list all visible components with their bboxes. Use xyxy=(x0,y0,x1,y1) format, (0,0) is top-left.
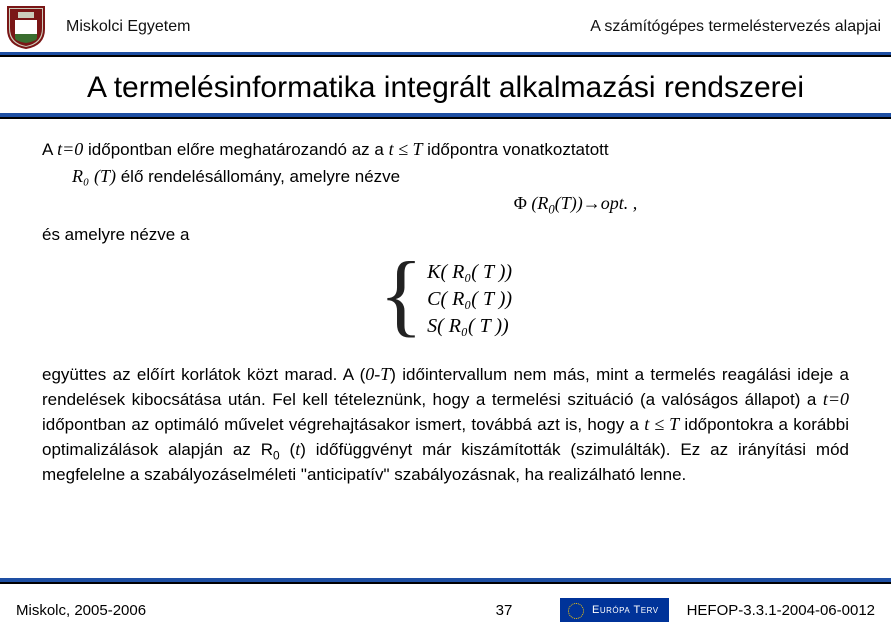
header-left-text: Miskolci Egyetem xyxy=(66,18,590,36)
math-t-le-T: t ≤ T xyxy=(389,139,423,159)
math-T: (T) xyxy=(94,166,116,186)
page-number: 37 xyxy=(474,602,534,619)
header-rule xyxy=(0,52,891,57)
math-t-le-T-b: t ≤ T xyxy=(644,414,679,434)
text: együttes az előírt korlátok közt marad. … xyxy=(42,365,365,384)
text: A xyxy=(42,140,57,159)
footer-right: HEFOP-3.3.1-2004-06-0012 xyxy=(687,602,875,619)
header-right-text: A számítógépes termeléstervezés alapjai xyxy=(590,18,881,36)
paragraph-1b: R₀ (T) élő rendelésállomány, amelyre néz… xyxy=(42,164,849,189)
eu-flag-icon xyxy=(564,602,586,618)
university-crest-icon xyxy=(6,5,46,49)
text: R₀ xyxy=(72,166,89,186)
footer-rule xyxy=(0,578,891,584)
slide-body: A t=0 időpontban előre meghatározandó az… xyxy=(0,137,891,487)
text: időpontban előre meghatározandó az a xyxy=(83,140,388,159)
math-t0: t=0 xyxy=(57,139,83,159)
paragraph-1: A t=0 időpontban előre meghatározandó az… xyxy=(42,137,849,162)
brace-row-K: K( R₀( T )) xyxy=(427,259,512,286)
eu-label: Európa Terv xyxy=(592,604,659,616)
title-rule xyxy=(0,113,891,119)
sub-zero: 0 xyxy=(273,449,280,463)
text: ( xyxy=(280,440,296,459)
left-brace-icon: { xyxy=(379,255,423,336)
brace-row-C: C( R₀( T )) xyxy=(427,286,512,313)
math-R0: R₀ xyxy=(72,166,89,186)
slide-title: A termelésinformatika integrált alkalmaz… xyxy=(10,71,881,105)
text: élő rendelésállomány, amelyre nézve xyxy=(116,167,400,186)
europa-terv-logo: Európa Terv xyxy=(560,598,669,622)
slide-footer: Miskolc, 2005-2006 37 Európa Terv HEFOP-… xyxy=(0,590,891,630)
math-t0b: t=0 xyxy=(823,389,849,409)
math-brace-block: { K( R₀( T )) C( R₀( T )) S( R₀( T )) xyxy=(42,259,849,340)
slide-header: Miskolci Egyetem A számítógépes termelés… xyxy=(0,0,891,50)
footer-left: Miskolc, 2005-2006 xyxy=(16,602,474,619)
math-opt-expression: Φ (R0(T))→opt. , xyxy=(302,191,849,219)
brace-row-S: S( R₀( T )) xyxy=(427,313,512,340)
math-0T: 0-T xyxy=(365,364,390,384)
text: időpontra vonatkoztatott xyxy=(422,140,608,159)
paragraph-1c: és amelyre nézve a xyxy=(42,224,849,247)
paragraph-2: együttes az előírt korlátok közt marad. … xyxy=(42,362,849,486)
text: időpontban az optimáló művelet végrehajt… xyxy=(42,415,644,434)
